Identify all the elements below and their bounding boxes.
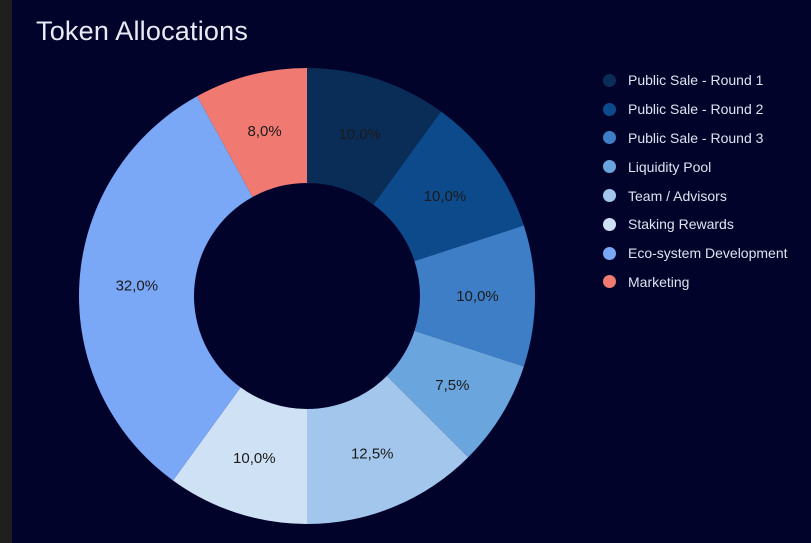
legend-label: Eco-system Development — [628, 245, 788, 262]
legend-label: Team / Advisors — [628, 187, 727, 204]
slice-data-label: 10,0% — [456, 288, 499, 305]
legend-label: Staking Rewards — [628, 216, 734, 233]
legend-item[interactable]: Team / Advisors — [603, 181, 788, 210]
chart-container: Token Allocations 10,0% 10,0% 10,0% 7,5% 12,… — [12, 0, 811, 543]
slice-data-label: 7,5% — [435, 377, 469, 394]
slice-data-label: 10,0% — [338, 126, 381, 143]
slice-data-label: 8,0% — [247, 123, 281, 140]
slice-public-sale-round-3[interactable] — [414, 225, 535, 367]
legend-item[interactable]: Liquidity Pool — [603, 152, 788, 181]
slice-public-sale-round-1[interactable] — [307, 68, 442, 205]
slice-data-label: 10,0% — [233, 450, 276, 467]
legend-label: Public Sale - Round 2 — [628, 101, 764, 118]
legend-swatch-icon — [603, 189, 616, 203]
legend: Public Sale - Round 1 Public Sale - Round… — [603, 66, 788, 296]
legend-swatch-icon — [603, 160, 616, 174]
slice-liquidity-pool[interactable] — [386, 330, 524, 458]
legend-item[interactable]: Public Sale - Round 3 — [603, 124, 788, 153]
slice-staking-rewards[interactable] — [172, 387, 307, 524]
slice-data-label: 10,0% — [424, 188, 467, 205]
legend-label: Public Sale - Round 3 — [628, 129, 764, 146]
legend-item[interactable]: Eco-system Development — [603, 239, 788, 268]
legend-item[interactable]: Marketing — [603, 268, 788, 297]
donut-chart: 10,0% 10,0% 10,0% 7,5% 12,5% 10,0% 32,0% 8,0% — [78, 68, 535, 524]
legend-item[interactable]: Staking Rewards — [603, 210, 788, 239]
slice-data-label: 32,0% — [116, 277, 159, 294]
slice-marketing[interactable] — [197, 68, 307, 197]
legend-swatch-icon — [603, 217, 616, 231]
legend-label: Public Sale - Round 1 — [628, 72, 764, 89]
legend-swatch-icon — [603, 275, 616, 289]
legend-swatch-icon — [603, 102, 616, 116]
legend-swatch-icon — [603, 73, 616, 87]
slice-data-label: 12,5% — [351, 446, 394, 463]
legend-label: Marketing — [628, 273, 690, 290]
legend-label: Liquidity Pool — [628, 158, 712, 175]
slice-team-advisors[interactable] — [307, 375, 469, 524]
legend-item[interactable]: Public Sale - Round 1 — [603, 66, 788, 95]
legend-item[interactable]: Public Sale - Round 2 — [603, 95, 788, 124]
slice-public-sale-round-2[interactable] — [373, 111, 524, 262]
chart-title: Token Allocations — [36, 16, 249, 46]
legend-swatch-icon — [603, 246, 616, 260]
legend-swatch-icon — [603, 131, 616, 145]
slice-eco-system-development[interactable] — [78, 96, 253, 481]
